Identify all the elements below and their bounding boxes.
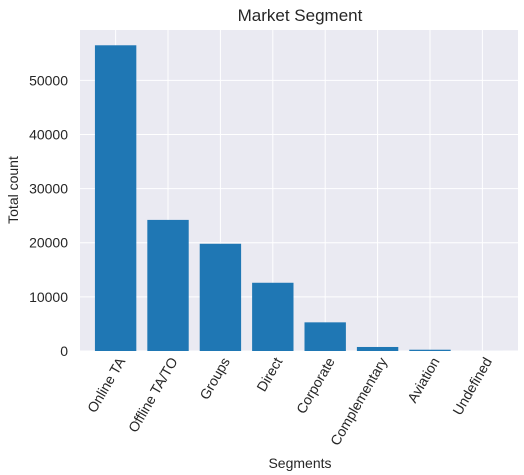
bar — [304, 322, 346, 351]
y-axis-label: Total count — [5, 156, 21, 224]
x-tick-label: Aviation — [404, 355, 443, 406]
y-axis-ticks: 0 10000 20000 30000 40000 50000 — [29, 72, 68, 359]
y-tick-label: 10000 — [29, 289, 68, 305]
x-tick-label: Online TA — [84, 354, 129, 415]
x-tick-label: Complementary — [327, 355, 390, 449]
x-tick-label: Undefined — [449, 355, 495, 418]
y-tick-label: 20000 — [29, 235, 68, 251]
bar — [199, 243, 242, 351]
x-tick-label: Groups — [196, 355, 233, 403]
y-tick-label: 30000 — [29, 181, 68, 197]
y-tick-label: 40000 — [29, 126, 68, 142]
bars — [94, 45, 504, 351]
x-axis-label: Segments — [268, 455, 331, 471]
x-tick-label: Direct — [253, 354, 285, 394]
plot-area — [80, 30, 518, 351]
bar — [409, 349, 451, 351]
y-tick-label: 0 — [60, 343, 68, 359]
x-tick-label: Offline TA/TO — [125, 354, 181, 435]
chart-title: Market Segment — [238, 6, 363, 25]
bar — [147, 219, 189, 351]
x-tick-label: Corporate — [293, 354, 338, 416]
bar — [356, 346, 399, 351]
y-tick-label: 50000 — [29, 72, 68, 88]
bar — [252, 282, 294, 351]
bar — [94, 45, 137, 351]
